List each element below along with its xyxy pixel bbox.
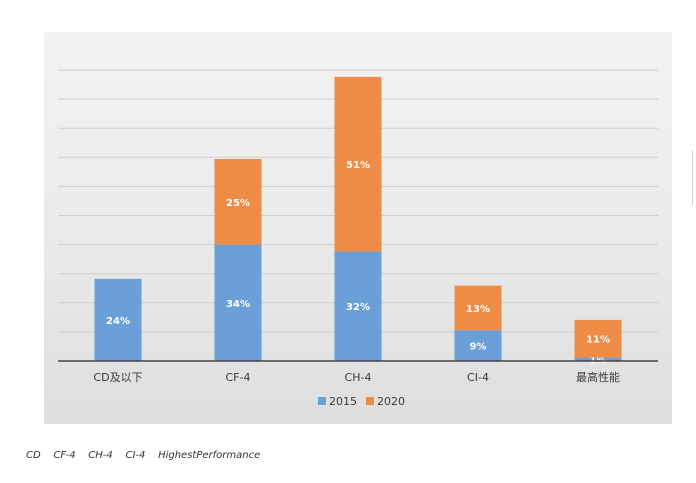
category-label: 最高性能 — [576, 370, 620, 384]
chart-panel: 24% CD及以下 34% 25% CF-4 32% 51% CH-4 9% 13% CI-4 1% 1… — [44, 32, 672, 424]
value-label-2015-3: 9% — [470, 342, 487, 353]
figure-caption: CD CF-4 CH-4 CI-4 HighestPerformance — [26, 450, 261, 461]
value-label-2015-2: 32% — [346, 302, 370, 313]
category-label: CI-4 — [467, 371, 489, 384]
legend-swatch-2020 — [366, 397, 374, 405]
bar-2015-2 — [334, 251, 382, 361]
bar-2020-1 — [214, 159, 262, 245]
bar-2015-3 — [454, 330, 502, 361]
category-label: CD及以下 — [93, 371, 142, 384]
bar-2015-1 — [214, 244, 262, 361]
legend-swatch-2015 — [318, 397, 326, 405]
bar-2020-2 — [334, 76, 382, 252]
value-label-2020-3: 13% — [466, 304, 490, 315]
category-label: CH-4 — [345, 371, 372, 384]
bar-2020-4 — [574, 319, 622, 358]
stacked-bar-chart: 24%CD及以下34%25%CF-432%51%CH-49%13%CI-41%1… — [58, 69, 658, 408]
bar-2015-4 — [574, 357, 622, 361]
value-label-2020-4: 11% — [586, 335, 610, 346]
category-label: CF-4 — [226, 371, 251, 384]
bar-2015-0 — [94, 278, 142, 361]
value-label-2015-0: 24% — [106, 316, 130, 327]
page-edge-divider — [692, 150, 693, 205]
value-label-2015-1: 34% — [226, 299, 250, 310]
legend-label-2020: 2020 — [377, 395, 405, 408]
value-label-2020-2: 51% — [346, 160, 370, 171]
bar-2020-3 — [454, 285, 502, 331]
legend-label-2015: 2015 — [329, 395, 357, 408]
value-label-2020-1: 25% — [226, 198, 250, 209]
